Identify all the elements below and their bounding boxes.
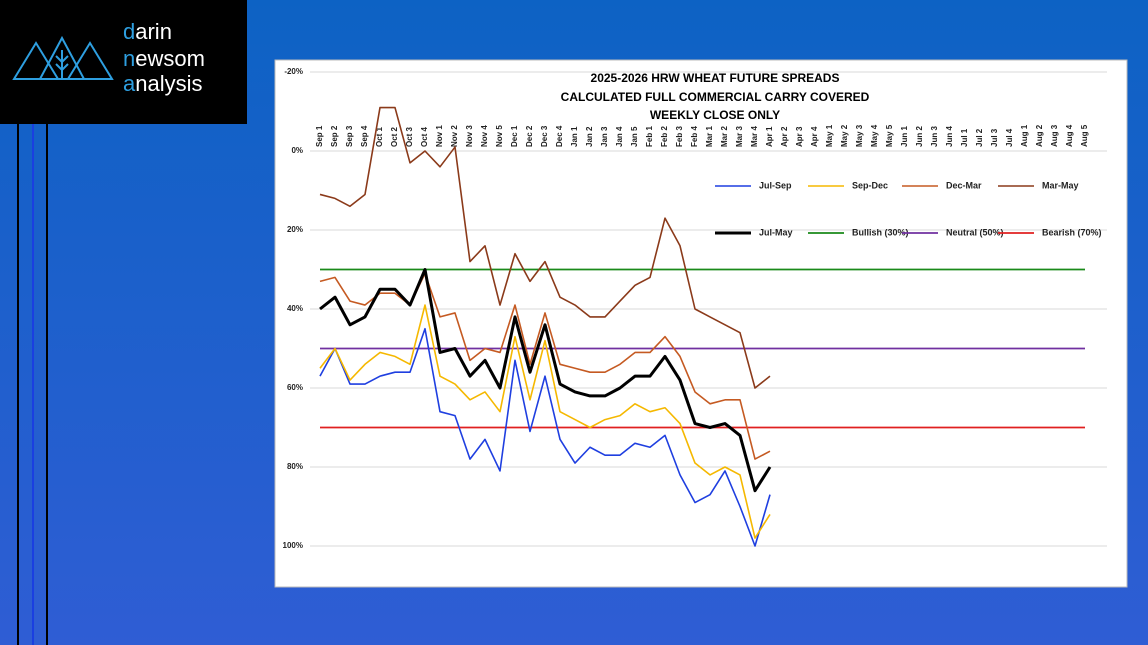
- x-tick-label: Jun 1: [900, 126, 909, 147]
- x-tick-label: Aug 2: [1035, 124, 1044, 147]
- x-tick-label: Oct 4: [420, 126, 429, 147]
- x-tick-label: Jan 5: [630, 126, 639, 147]
- x-tick-label: Sep 4: [360, 125, 369, 147]
- x-tick-label: May 5: [885, 124, 894, 147]
- chart-title: 2025-2026 HRW WHEAT FUTURE SPREADS: [591, 71, 840, 85]
- logo-text: newsom: [123, 46, 205, 71]
- x-tick-label: Jun 3: [930, 126, 939, 147]
- series-line: [319, 268, 772, 493]
- x-tick-label: Dec 2: [525, 125, 534, 147]
- series-line: [319, 106, 771, 389]
- legend-label: Mar-May: [1042, 180, 1079, 190]
- x-tick-label: Jul 4: [1005, 128, 1014, 147]
- x-tick-label: May 1: [825, 124, 834, 147]
- x-tick-label: Feb 1: [645, 126, 654, 147]
- logo-text: analysis: [123, 71, 203, 96]
- series-line: [319, 327, 771, 547]
- x-tick-label: May 4: [870, 124, 879, 147]
- x-tick-label: Apr 4: [810, 126, 819, 147]
- x-tick-label: Oct 3: [405, 126, 414, 147]
- x-tick-label: Jul 2: [975, 128, 984, 147]
- x-tick-label: Jan 1: [570, 126, 579, 147]
- x-tick-label: Nov 1: [435, 125, 444, 147]
- y-tick-label: -20%: [284, 67, 303, 76]
- x-tick-label: Jan 3: [600, 126, 609, 147]
- chart-title: WEEKLY CLOSE ONLY: [650, 108, 780, 122]
- x-tick-label: Sep 2: [330, 125, 339, 147]
- x-tick-label: May 2: [840, 124, 849, 147]
- x-tick-label: Jul 1: [960, 128, 969, 147]
- x-tick-label: Mar 2: [720, 126, 729, 147]
- legend-label: Dec-Mar: [946, 180, 982, 190]
- x-tick-label: Jul 3: [990, 128, 999, 147]
- x-tick-label: May 3: [855, 124, 864, 147]
- x-tick-label: Jun 4: [945, 126, 954, 147]
- legend-label: Jul-Sep: [759, 180, 792, 190]
- x-tick-label: Nov 2: [450, 125, 459, 147]
- x-tick-label: Apr 1: [765, 126, 774, 147]
- y-tick-label: 40%: [287, 304, 303, 313]
- legend-label: Bullish (30%): [852, 227, 909, 237]
- x-tick-label: Mar 3: [735, 126, 744, 147]
- x-tick-label: Nov 5: [495, 125, 504, 147]
- legend-label: Neutral (50%): [946, 227, 1004, 237]
- x-tick-label: Mar 4: [750, 126, 759, 147]
- legend-label: Sep-Dec: [852, 180, 888, 190]
- chart-title: CALCULATED FULL COMMERCIAL CARRY COVERED: [561, 90, 870, 104]
- legend-label: Jul-May: [759, 227, 793, 237]
- y-tick-label: 60%: [287, 383, 303, 392]
- x-tick-label: Feb 4: [690, 126, 699, 147]
- x-tick-label: Aug 5: [1080, 124, 1089, 147]
- x-tick-label: Aug 4: [1065, 124, 1074, 147]
- y-tick-label: 0%: [291, 146, 303, 155]
- logo-text: darin: [123, 19, 172, 44]
- x-tick-label: Oct 2: [390, 126, 399, 147]
- legend-label: Bearish (70%): [1042, 227, 1102, 237]
- x-tick-label: Aug 3: [1050, 124, 1059, 147]
- x-tick-label: Jun 2: [915, 126, 924, 147]
- x-tick-label: Dec 1: [510, 125, 519, 147]
- logo-icon: [12, 35, 114, 80]
- x-tick-label: Nov 3: [465, 125, 474, 147]
- series-line: [319, 272, 771, 460]
- x-tick-label: Feb 2: [660, 126, 669, 147]
- y-tick-label: 80%: [287, 462, 303, 471]
- x-tick-label: Dec 3: [540, 125, 549, 147]
- logo-box: [0, 0, 247, 124]
- series-line: [319, 304, 771, 539]
- x-tick-label: Jan 4: [615, 126, 624, 147]
- y-tick-label: 20%: [287, 225, 303, 234]
- y-tick-label: 100%: [283, 541, 303, 550]
- x-tick-label: Dec 4: [555, 125, 564, 147]
- x-tick-label: Aug 1: [1020, 124, 1029, 147]
- x-tick-label: Jan 2: [585, 126, 594, 147]
- x-tick-label: Nov 4: [480, 125, 489, 147]
- x-tick-label: Sep 3: [345, 125, 354, 147]
- x-tick-label: Sep 1: [315, 125, 324, 147]
- x-tick-label: Apr 3: [795, 126, 804, 147]
- x-tick-label: Feb 3: [675, 126, 684, 147]
- x-tick-label: Mar 1: [705, 126, 714, 147]
- x-tick-label: Apr 2: [780, 126, 789, 147]
- x-tick-label: Oct 1: [375, 126, 384, 147]
